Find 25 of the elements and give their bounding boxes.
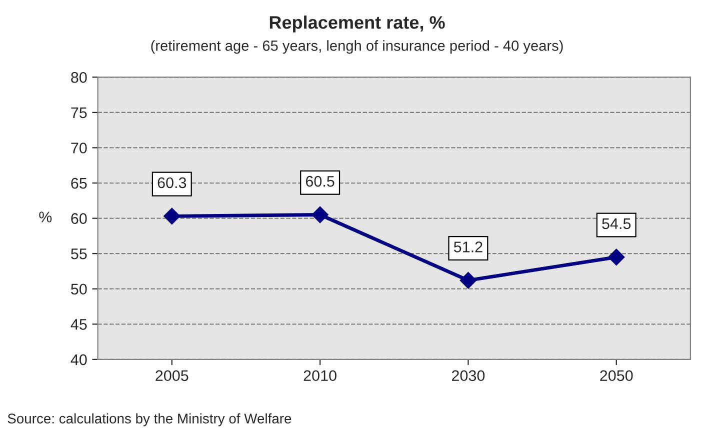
y-tick-label: 40 bbox=[70, 354, 87, 366]
chart-subtitle: (retirement age - 65 years, lengh of insurance period - 40 years) bbox=[151, 40, 563, 54]
data-label: 51.2 bbox=[454, 242, 482, 252]
data-label: 60.3 bbox=[158, 177, 186, 188]
y-tick-label: 70 bbox=[71, 142, 87, 154]
x-tick-label: 2050 bbox=[600, 370, 633, 382]
x-tick-label: 2010 bbox=[304, 370, 336, 382]
y-tick-label: 60 bbox=[71, 213, 87, 224]
y-tick-label: 75 bbox=[71, 107, 87, 118]
point bbox=[164, 208, 180, 225]
y-axis-title: % bbox=[39, 212, 52, 222]
x-tick-label: 2030 bbox=[452, 370, 485, 382]
point bbox=[460, 272, 477, 289]
point bbox=[312, 206, 328, 224]
source-note: Source: calculations by the Ministry of Welfare bbox=[8, 413, 292, 426]
y-tick-label: 45 bbox=[70, 319, 87, 330]
x-tick-label: 2005 bbox=[156, 370, 188, 382]
chart-title: Replacement rate, % bbox=[270, 16, 445, 32]
data-label: 54.5 bbox=[602, 218, 631, 230]
point bbox=[608, 248, 625, 266]
y-tick-label: 80 bbox=[71, 72, 87, 83]
y-tick-label: 55 bbox=[71, 248, 87, 260]
y-tick-label: 50 bbox=[71, 284, 87, 295]
y-tick-label: 65 bbox=[71, 178, 87, 189]
data-label: 60.5 bbox=[306, 176, 334, 187]
